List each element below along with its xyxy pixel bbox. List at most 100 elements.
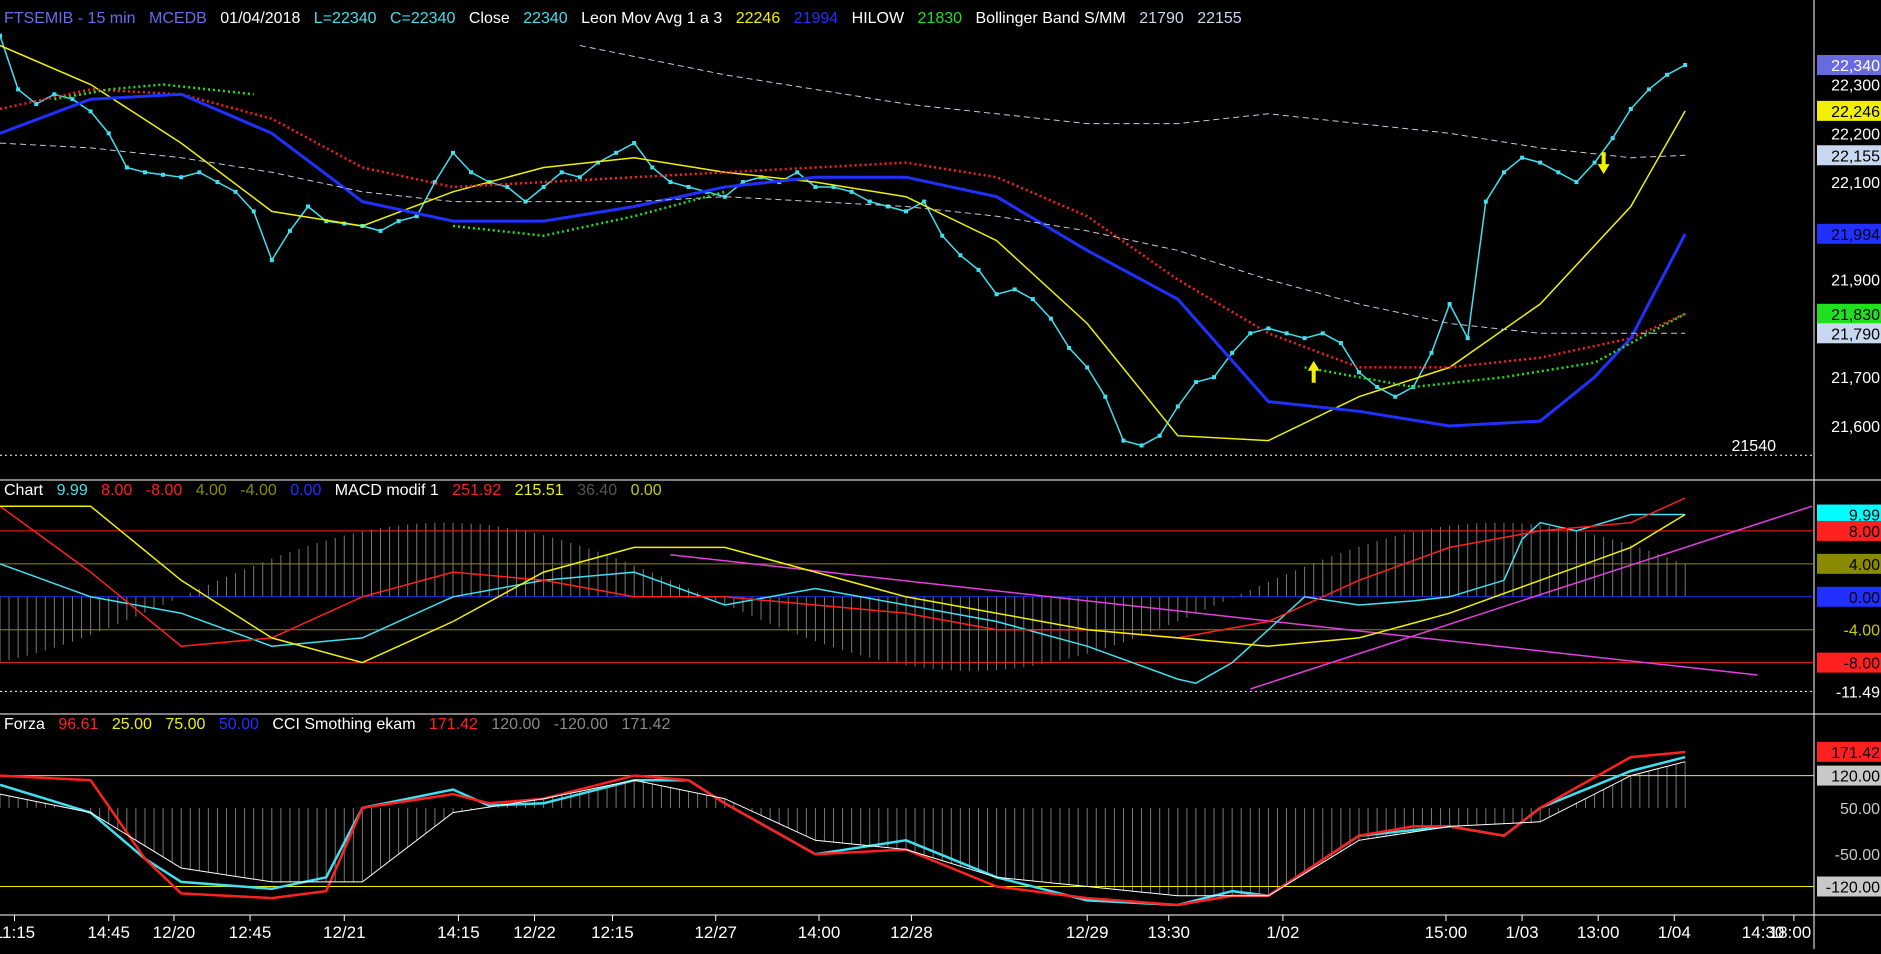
cci-c1: 171.42 (428, 716, 478, 733)
close-point (1121, 438, 1126, 443)
close-point (867, 199, 872, 204)
close-point (378, 228, 383, 233)
x-tick-label: 1/03 (1506, 923, 1539, 942)
close-point (269, 258, 274, 263)
price-value-label-box: 22,246 (1817, 100, 1881, 121)
close-point (1646, 87, 1651, 92)
close-point (940, 233, 945, 238)
close-point (161, 172, 166, 177)
close-point (1501, 170, 1506, 175)
close-line (0, 35, 1686, 447)
cci-v4: 50.00 (218, 716, 259, 733)
close-point (668, 180, 673, 185)
close-point (1465, 336, 1470, 341)
close-point (632, 141, 637, 146)
cci-value-label-bg (1817, 765, 1881, 786)
cci-v3: 75.00 (165, 716, 206, 733)
close-point (1357, 370, 1361, 375)
close-point (1375, 384, 1380, 389)
macd-header: Chart 9.99 8.00 -8.00 4.00 -4.00 0.00 MA… (4, 482, 671, 500)
price-tick-label: 21,700 (1831, 370, 1880, 387)
hilow-line (0, 88, 1686, 369)
close-point (324, 219, 329, 224)
macd-value-label-bg (1817, 619, 1881, 640)
x-tick-label: 1/04 (1658, 923, 1691, 942)
price-tick-label: 21,600 (1831, 419, 1880, 436)
cci-value-label-box: -50.00 (1817, 844, 1881, 865)
close-point (922, 199, 927, 204)
close-point (976, 267, 981, 272)
close-point (1592, 160, 1597, 165)
bb-value-2: 22155 (1197, 10, 1242, 27)
close-point (577, 175, 582, 180)
macd-value-label-box: 8.00 (1817, 520, 1881, 541)
macd-m2: 215.51 (514, 482, 564, 499)
cci-white-line (0, 761, 1686, 897)
x-tick-label: 13:30 (1147, 923, 1190, 942)
macd-value-label-box: -11.49 (1817, 681, 1881, 702)
bb-label: Bollinger Band S/MM (975, 10, 1126, 27)
ma-value-1: 22246 (735, 10, 781, 27)
close-point (722, 194, 727, 199)
close-point (414, 214, 419, 219)
macd-m1: 251.92 (452, 482, 502, 499)
close-point (142, 170, 147, 175)
trend-line (670, 554, 1758, 676)
ma-label: Leon Mov Avg 1 a 3 (581, 10, 723, 27)
close-point (1628, 106, 1633, 111)
price-value-label-box: 22,155 (1817, 145, 1881, 166)
close-point (505, 184, 510, 189)
close-series-label: Close (468, 10, 510, 27)
x-tick-label: 14:15 (437, 923, 480, 942)
close-point (197, 170, 202, 175)
ma-value-2: 21994 (793, 10, 839, 27)
x-tick-label: 12/20 (153, 923, 196, 942)
price-tick-label: 22,200 (1831, 126, 1880, 143)
close-point (1103, 394, 1108, 399)
x-tick-label: 12:45 (229, 923, 272, 942)
close-point (1574, 180, 1579, 185)
price-tick-label: 21,900 (1831, 273, 1880, 290)
close-point (233, 189, 238, 194)
price-value-label-bg (1817, 55, 1881, 76)
close-point (1266, 326, 1271, 331)
source-label: MCEDB (149, 10, 207, 27)
macd-cyan-line (0, 513, 1686, 684)
close-point (1175, 404, 1180, 409)
macd-signal-line (0, 497, 1686, 647)
x-tick-label: 14:30 (1742, 923, 1785, 942)
macd-modif-label: MACD modif 1 (334, 482, 439, 499)
x-tick-label: 12:15 (591, 923, 634, 942)
close-point (523, 199, 528, 204)
price-value-label: 22,246 (1831, 104, 1880, 121)
close-point (1393, 394, 1398, 399)
macd-value-label-box: -8.00 (1817, 652, 1881, 673)
hilow-green-line (1304, 312, 1686, 389)
close-point (1556, 170, 1561, 175)
close-point (849, 189, 854, 194)
macd-value-label-bg (1817, 504, 1881, 525)
close-point (686, 184, 691, 189)
price-value-label: 21,790 (1831, 326, 1880, 343)
close-point (306, 204, 311, 209)
leon-ma-line (0, 44, 1686, 442)
price-value-label-bg (1817, 323, 1881, 344)
price-value-label-box: 21,790 (1817, 323, 1881, 344)
price-value-label: 21,994 (1831, 227, 1880, 244)
macd-value-label-bg (1817, 652, 1881, 673)
macd-value-label-box: -4.00 (1817, 619, 1881, 640)
close-point (1302, 336, 1307, 341)
x-tick-label: 13:00 (1577, 923, 1620, 942)
close-point (1483, 199, 1488, 204)
hilow-label: HILOW (851, 10, 905, 27)
close-point (1085, 365, 1090, 370)
close-point (1284, 331, 1289, 336)
price-value-label: 22,155 (1831, 148, 1880, 165)
cci-value-label: 120.00 (1831, 769, 1880, 786)
x-tick-label: 11:15 (0, 923, 35, 942)
close-point (904, 209, 908, 214)
bb-value-1: 21790 (1139, 10, 1184, 27)
cci-c2: 120.00 (491, 716, 541, 733)
